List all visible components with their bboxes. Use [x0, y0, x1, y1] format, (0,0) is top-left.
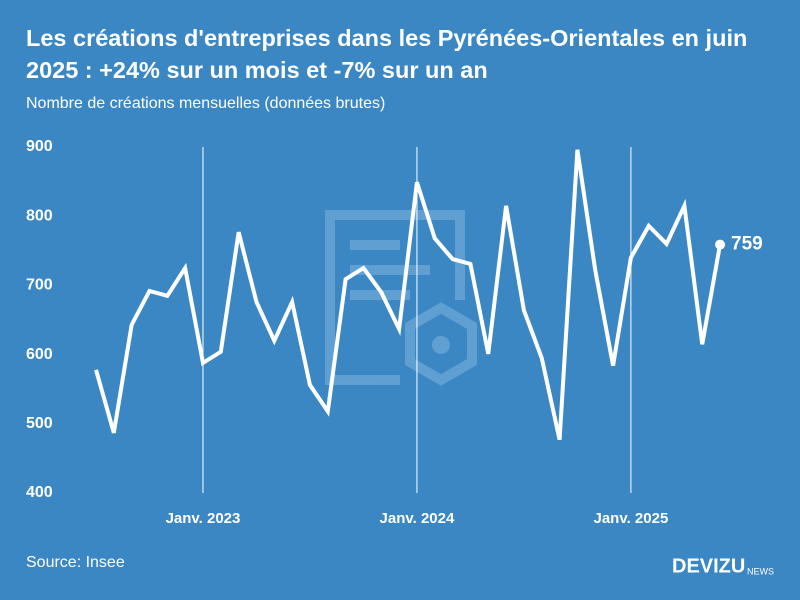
x-tick-label: Janv. 2023 [166, 510, 241, 527]
y-tick-label: 400 [26, 484, 53, 501]
end-point [715, 239, 726, 250]
data-label: 759 [731, 234, 763, 255]
brand: DEVIZU [672, 555, 745, 577]
brand-suffix: NEWS [747, 566, 774, 576]
y-tick-label: 500 [26, 415, 53, 432]
x-tick-label: Janv. 2024 [380, 510, 455, 527]
y-tick-label: 900 [26, 138, 53, 155]
source: Source: Insee [26, 554, 125, 571]
y-tick-label: 700 [26, 277, 53, 294]
x-tick-label: Janv. 2025 [594, 510, 669, 527]
y-tick-label: 600 [26, 346, 53, 363]
line [94, 149, 723, 441]
y-tick-label: 800 [26, 207, 53, 224]
chart-subtitle: Nombre de créations mensuelles (données … [26, 95, 386, 112]
chart-title: Les créations d'entreprises dans les Pyr… [26, 25, 748, 83]
